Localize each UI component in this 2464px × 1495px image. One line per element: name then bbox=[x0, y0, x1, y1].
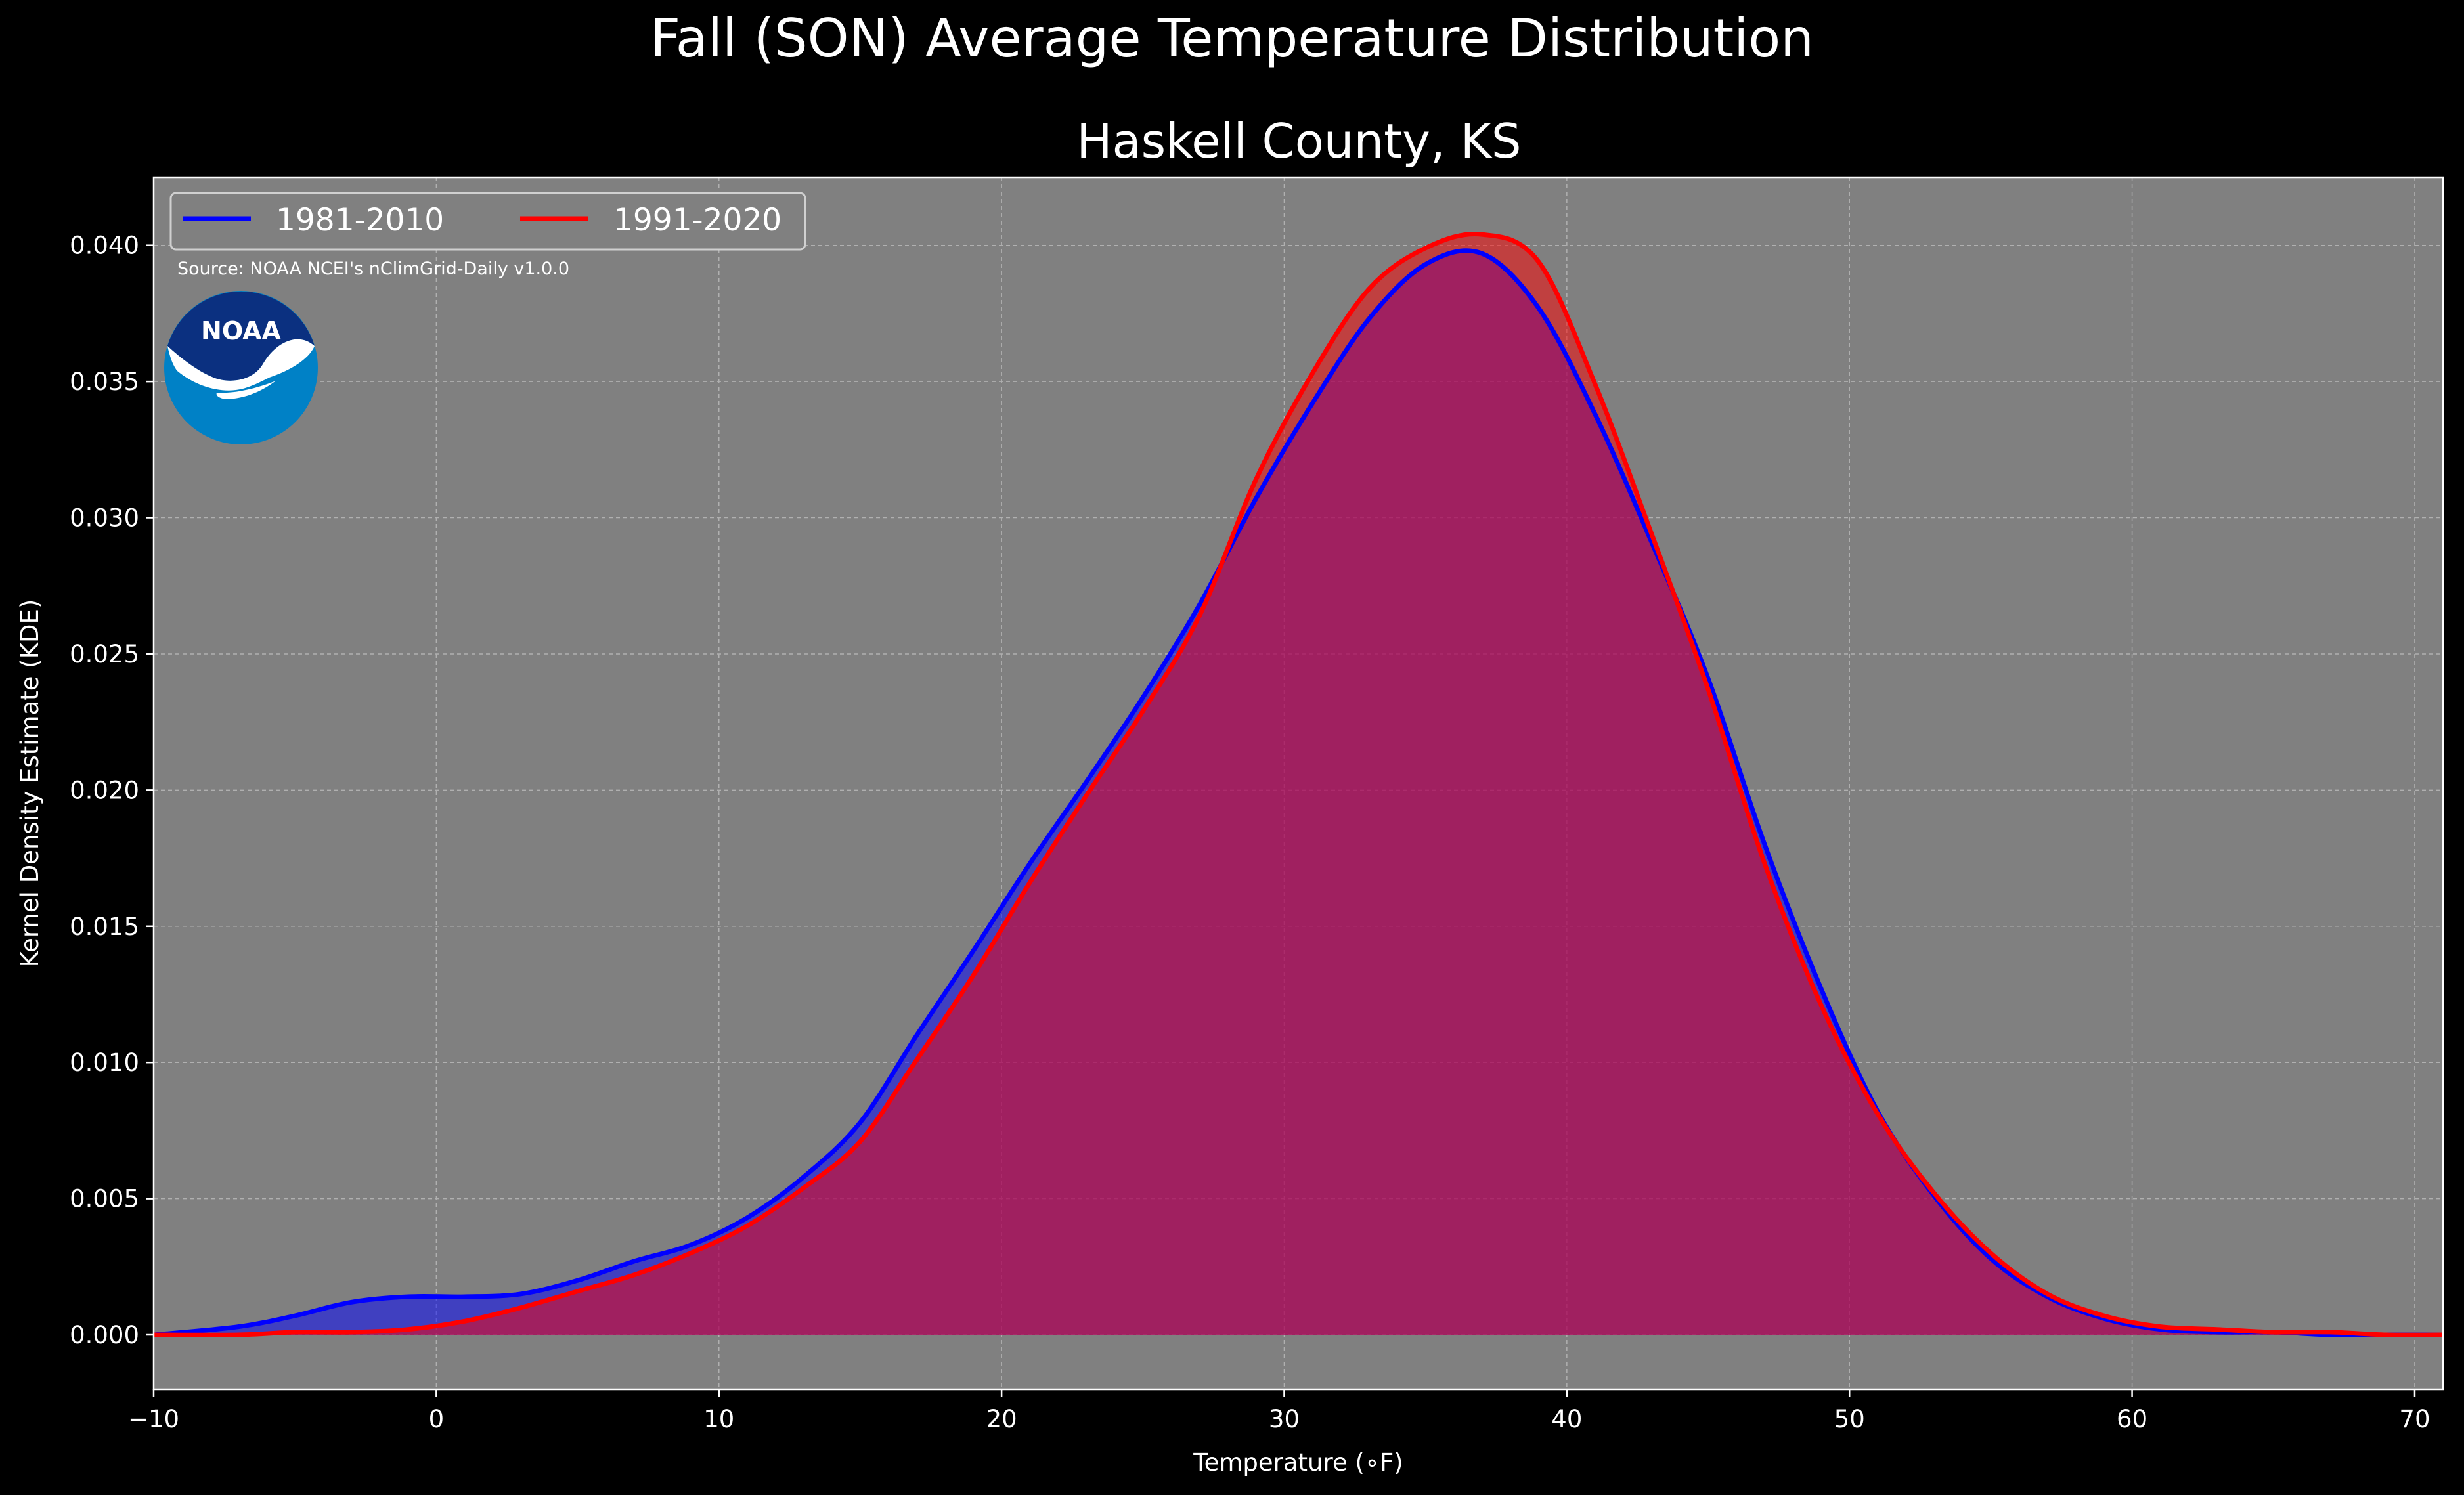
source-note: Source: NOAA NCEI's nClimGrid-Daily v1.0… bbox=[177, 259, 569, 279]
y-tick-label: 0.000 bbox=[70, 1321, 139, 1349]
area-1991-2020 bbox=[154, 234, 2443, 1335]
x-tick-label: 70 bbox=[2399, 1405, 2430, 1433]
y-tick-label: 0.035 bbox=[70, 368, 139, 396]
y-tick-label: 0.025 bbox=[70, 640, 139, 668]
legend-label-1981-2010: 1981-2010 bbox=[276, 202, 444, 238]
y-tick-label: 0.020 bbox=[70, 776, 139, 804]
x-tick-label: 50 bbox=[1834, 1405, 1865, 1433]
plot-frame bbox=[152, 176, 2444, 1391]
y-axis-label: Kernel Density Estimate (KDE) bbox=[16, 599, 44, 968]
legend-box bbox=[169, 192, 806, 251]
y-tick-label: 0.030 bbox=[70, 504, 139, 532]
y-tick-label: 0.040 bbox=[70, 232, 139, 260]
y-axis: 0.000 0.005 0.010 0.015 0.020 0.025 0.030 0.035… bbox=[70, 232, 154, 1349]
line-1991-2020 bbox=[153, 231, 2444, 1337]
legend: 1981-2010 1991-2020 bbox=[169, 192, 806, 251]
x-tick-label: 10 bbox=[703, 1405, 734, 1433]
chart-title: Haskell County, KS bbox=[1076, 114, 1521, 169]
noaa-logo-text: NOAA bbox=[201, 316, 281, 345]
series-lines bbox=[153, 231, 2444, 1337]
line-1981-2010 bbox=[153, 248, 2443, 1337]
x-tick-label: 0 bbox=[429, 1405, 445, 1433]
legend-label-1991-2020: 1991-2020 bbox=[613, 202, 781, 238]
y-tick-label: 0.005 bbox=[70, 1185, 139, 1213]
x-axis: −10 0 10 20 30 40 50 60 70 bbox=[128, 1389, 2431, 1433]
x-tick-label: 40 bbox=[1551, 1405, 1582, 1433]
x-tick-label: 30 bbox=[1269, 1405, 1300, 1433]
series-fills bbox=[154, 234, 2443, 1335]
y-tick-label: 0.010 bbox=[70, 1049, 139, 1077]
chart-suptitle: Fall (SON) Average Temperature Distribut… bbox=[650, 8, 1814, 69]
noaa-logo: NOAA bbox=[164, 291, 318, 444]
x-tick-label: −10 bbox=[128, 1405, 179, 1433]
y-tick-label: 0.015 bbox=[70, 913, 139, 941]
x-tick-label: 20 bbox=[986, 1405, 1017, 1433]
x-axis-label: Temperature (∘F) bbox=[1193, 1448, 1403, 1477]
x-tick-label: 60 bbox=[2117, 1405, 2147, 1433]
